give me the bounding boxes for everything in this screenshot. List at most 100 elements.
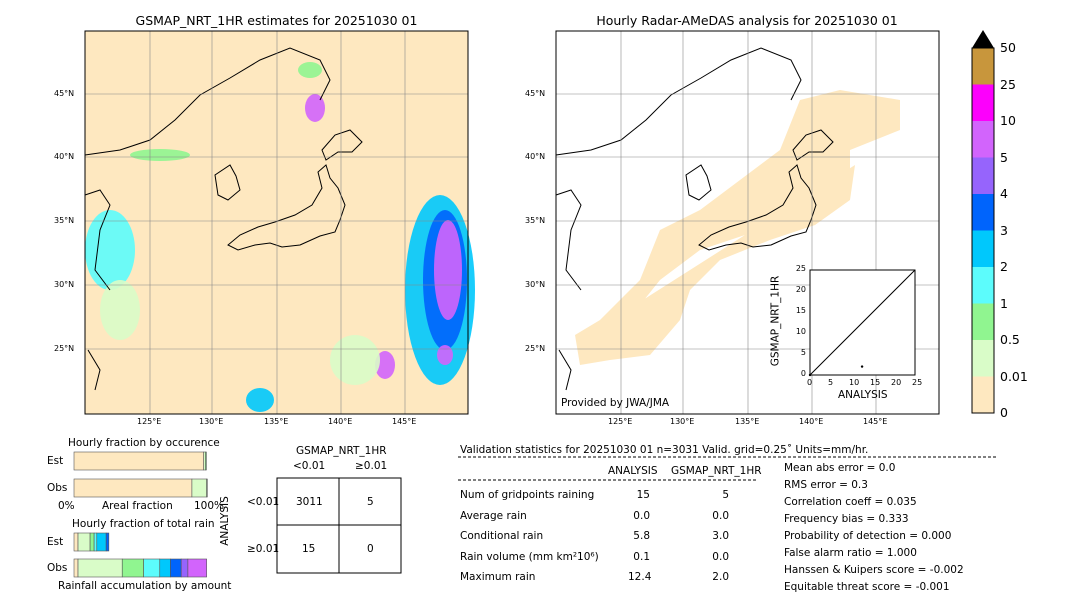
rain-bar	[96, 532, 107, 552]
coastline	[84, 47, 331, 391]
stats-col-header: ANALYSIS	[608, 465, 658, 477]
lon-tick-label: 130°E	[199, 417, 224, 426]
scatter-ylabel: GSMAP_NRT_1HR	[769, 275, 782, 367]
rain-bar	[187, 558, 207, 578]
lat-tick-label: 45°N	[54, 89, 75, 98]
colorbar-segment	[972, 157, 994, 194]
colorbar-label: 4	[1000, 186, 1008, 201]
row-title: ANALYSIS	[218, 496, 231, 546]
total-rain-xlabel: Rainfall accumulation by amount	[58, 580, 232, 592]
scatter-y-tick: 15	[795, 306, 806, 315]
rain-bar	[105, 532, 110, 552]
scatter-y-tick: 0	[800, 369, 806, 378]
rain-area	[437, 345, 453, 365]
rain-bar	[170, 558, 182, 578]
occurrence-bar	[73, 478, 193, 498]
colorbar-segment	[972, 121, 994, 158]
lon-tick-label: 140°E	[799, 417, 824, 426]
col-header: ≥0.01	[355, 460, 388, 472]
rain-area	[100, 280, 140, 340]
scatter-x-tick: 20	[891, 378, 902, 387]
scatter-x-tick: 25	[912, 378, 923, 387]
occurrence-bar	[206, 478, 208, 498]
stats-row-label: Maximum rain	[460, 571, 536, 583]
col-header: <0.01	[293, 460, 326, 472]
rain-area	[246, 388, 274, 412]
lat-tick-label: 25°N	[54, 344, 75, 353]
lon-tick-label: 130°E	[670, 417, 695, 426]
cell: 15	[302, 543, 316, 555]
row-label: Est	[47, 455, 64, 467]
map-background	[85, 31, 468, 414]
lat-tick-label: 35°N	[525, 216, 546, 225]
cell: 3011	[296, 496, 323, 508]
rain-bar	[73, 532, 79, 552]
axis-max-label: 100%	[194, 500, 225, 512]
rain-bar	[159, 558, 171, 578]
score-line: Frequency bias = 0.333	[784, 513, 909, 525]
colorbar-label: 25	[1000, 76, 1016, 92]
score-line: Correlation coeff = 0.035	[784, 496, 917, 508]
lat-tick-label: 25°N	[525, 344, 546, 353]
scatter-point	[860, 365, 864, 368]
scatter-y-tick: 10	[795, 327, 806, 336]
colorbar-segment	[972, 84, 994, 121]
stats-row-label: Average rain	[460, 509, 527, 522]
lat-tick-label: 45°N	[525, 89, 546, 98]
colorbar-label: 3	[1000, 222, 1008, 238]
cell: 0	[367, 543, 374, 555]
rain-bar	[77, 532, 91, 552]
lat-tick-label: 30°N	[525, 280, 546, 289]
colorbar-segment	[972, 376, 994, 413]
lon-tick-label: 125°E	[137, 417, 162, 426]
credit-text: Provided by JWA/JMA	[561, 397, 670, 409]
row-label: Obs	[47, 482, 68, 494]
rain-area	[298, 62, 322, 78]
stats-gsmap-value: 2.0	[712, 571, 729, 583]
colorbar-segment	[972, 340, 994, 377]
analysis-coverage	[575, 90, 900, 365]
coastline	[321, 129, 363, 161]
rain-area	[330, 335, 380, 385]
row-label: Obs	[47, 562, 68, 574]
lon-tick-label: 145°E	[392, 417, 417, 426]
scatter-y-tick: 5	[800, 348, 806, 357]
rain-area	[305, 94, 325, 122]
rain-bar	[73, 558, 79, 578]
colorbar-segment	[972, 303, 994, 340]
lat-tick-label: 40°N	[525, 152, 546, 161]
stats-gsmap-value: 0.0	[712, 550, 729, 563]
colorbar-label: 2	[1000, 259, 1008, 274]
colorbar-extend-arrow	[972, 30, 994, 48]
diagonal-line	[809, 269, 916, 376]
occurrence-bar	[205, 451, 207, 471]
total-rain-title: Hourly fraction of total rain	[72, 518, 215, 530]
colorbar-label: 0.01	[1000, 368, 1028, 384]
colorbar-label: 1	[1000, 295, 1008, 311]
stats-row-label: Conditional rain	[460, 530, 544, 542]
colorbar-segment	[972, 194, 994, 231]
stats-row-label: Num of gridpoints raining	[460, 489, 595, 501]
stats-analysis-value: 15	[636, 489, 650, 501]
scatter-y-tick: 20	[795, 285, 806, 294]
lon-tick-label: 140°E	[328, 417, 353, 426]
stats-gsmap-value: 5	[722, 489, 729, 501]
stats-gsmap-value: 3.0	[712, 530, 729, 542]
lat-tick-label: 30°N	[54, 280, 75, 289]
rain-bar	[93, 532, 98, 552]
contingency-title: GSMAP_NRT_1HR	[296, 445, 387, 457]
occurrence-xlabel: Areal fraction	[102, 500, 173, 512]
coastline	[792, 129, 834, 161]
stats-analysis-value: 0.0	[633, 509, 650, 522]
stats-analysis-value: 12.4	[628, 571, 652, 583]
colorbar-label: 5	[1000, 149, 1008, 165]
lat-tick-label: 40°N	[54, 152, 75, 161]
colorbar-label: 10	[1000, 113, 1016, 128]
colorbar-segment	[972, 267, 994, 304]
colorbar-label: 0	[1000, 405, 1008, 420]
right-map-title: Hourly Radar-AMeDAS analysis for 2025103…	[596, 13, 898, 28]
map-frame	[84, 30, 469, 415]
rain-bar	[143, 558, 161, 578]
rain-area	[375, 351, 395, 379]
score-line: Probability of detection = 0.000	[784, 530, 952, 542]
